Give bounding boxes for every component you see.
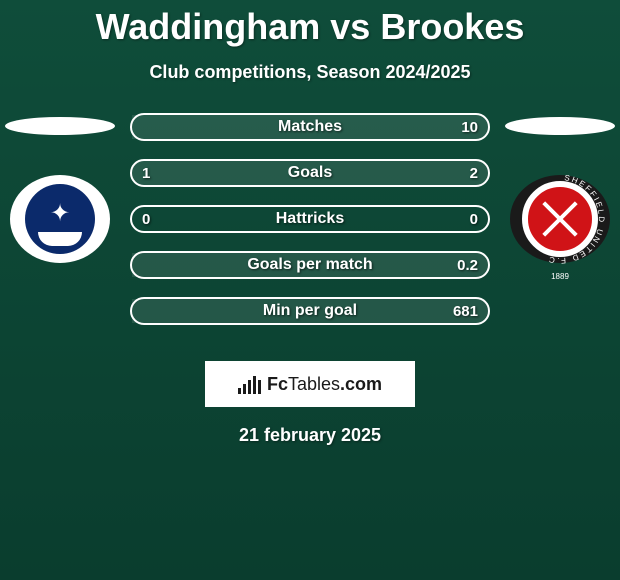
team-left-ellipse (5, 117, 115, 135)
stat-right-value: 10 (461, 119, 478, 136)
brand-suffix: .com (340, 374, 382, 394)
portsmouth-badge-inner: ✦ (25, 184, 95, 254)
crescent-icon (38, 232, 82, 246)
brand-main: Tables (288, 374, 340, 394)
stat-row: Min per goal 681 (130, 297, 490, 325)
stat-label: Min per goal (263, 302, 357, 320)
team-right-badge: SHEFFIELD UNITED F.C 1889 (510, 175, 610, 263)
stat-row: Goals per match 0.2 (130, 251, 490, 279)
stat-left-value: 0 (142, 211, 150, 228)
stat-label: Goals (288, 164, 332, 182)
crossed-swords-icon (535, 194, 585, 244)
attribution-box: FcTables.com (205, 361, 415, 407)
stat-right-value: 0.2 (457, 257, 478, 274)
page-subtitle: Club competitions, Season 2024/2025 (0, 62, 620, 83)
sheffield-year: 1889 (551, 272, 569, 281)
page-title: Waddingham vs Brookes (0, 0, 620, 48)
stat-left-value: 1 (142, 165, 150, 182)
stat-row: 1 Goals 2 (130, 159, 490, 187)
attribution-text: FcTables.com (267, 374, 382, 395)
sheffield-badge-inner (522, 181, 598, 257)
comparison-date: 21 february 2025 (0, 425, 620, 446)
star-icon: ✦ (50, 199, 70, 228)
team-left-column: ✦ (0, 113, 120, 263)
team-right-column: SHEFFIELD UNITED F.C 1889 (500, 113, 620, 263)
stat-fill-right (249, 161, 488, 185)
stat-row: 0 Hattricks 0 (130, 205, 490, 233)
team-right-ellipse (505, 117, 615, 135)
stat-label: Goals per match (247, 256, 372, 274)
stat-label: Matches (278, 118, 342, 136)
stat-row: Matches 10 (130, 113, 490, 141)
bars-icon (238, 374, 261, 394)
stat-label: Hattricks (276, 210, 344, 228)
stat-right-value: 0 (470, 211, 478, 228)
stats-list: Matches 10 1 Goals 2 0 Hattricks 0 Goals per mat… (130, 113, 490, 325)
team-left-badge: ✦ (10, 175, 110, 263)
comparison-area: ✦ SHEFFIELD UNITED F.C 1889 Matches101Go (0, 113, 620, 343)
stat-right-value: 2 (470, 165, 478, 182)
stat-right-value: 681 (453, 303, 478, 320)
brand-prefix: Fc (267, 374, 288, 394)
